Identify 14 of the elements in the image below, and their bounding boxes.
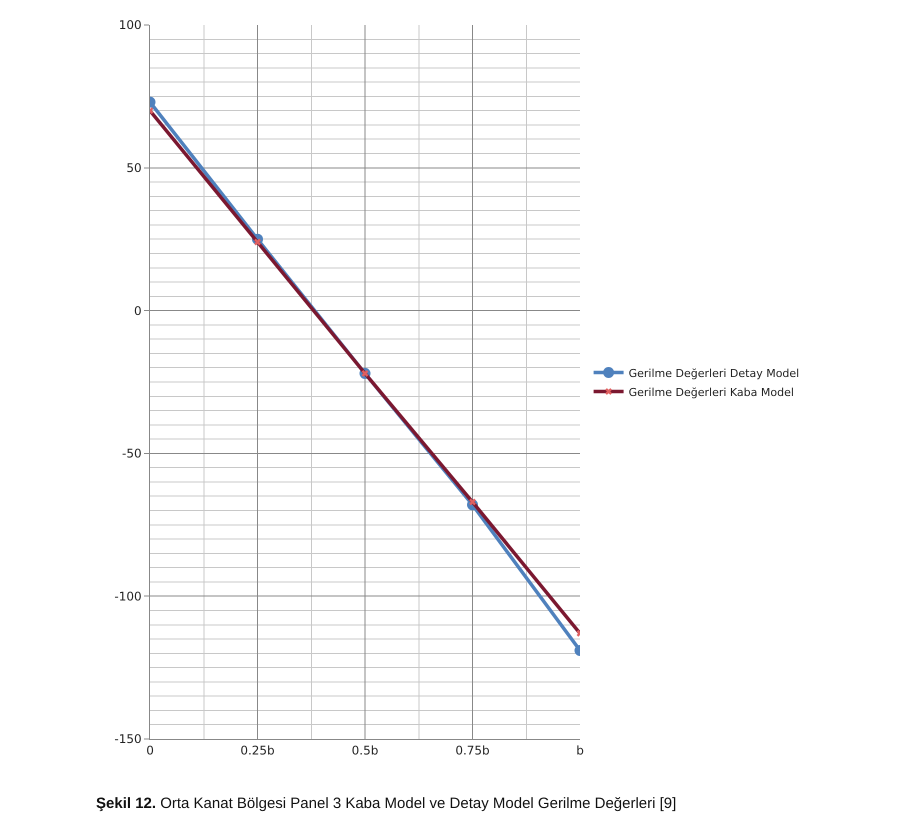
y-tick-label: -150 bbox=[114, 732, 142, 746]
y-tick-label: -50 bbox=[122, 446, 142, 461]
y-tick-label: -100 bbox=[114, 589, 142, 604]
y-tick-label: 0 bbox=[134, 304, 142, 318]
x-tick-label: 0.25b bbox=[240, 743, 275, 758]
text: Şekil 12. Orta Kanat Bölgesi Panel 3 Kaba Model ve Detay Model Gerilme Değerleri [9] bbox=[96, 795, 676, 812]
y-tick-label: 50 bbox=[126, 161, 142, 175]
legend-label: Gerilme Değerleri Detay Model bbox=[628, 366, 800, 380]
y-tick-label: 100 bbox=[118, 18, 142, 32]
x-tick-label: 0.75b bbox=[455, 743, 490, 758]
legend-label: Gerilme Değerleri Kaba Model bbox=[628, 386, 794, 399]
x-tick-label: 0 bbox=[146, 743, 154, 758]
x-tick-label: b bbox=[576, 743, 584, 758]
x-tick-label: 0.5b bbox=[352, 743, 378, 758]
